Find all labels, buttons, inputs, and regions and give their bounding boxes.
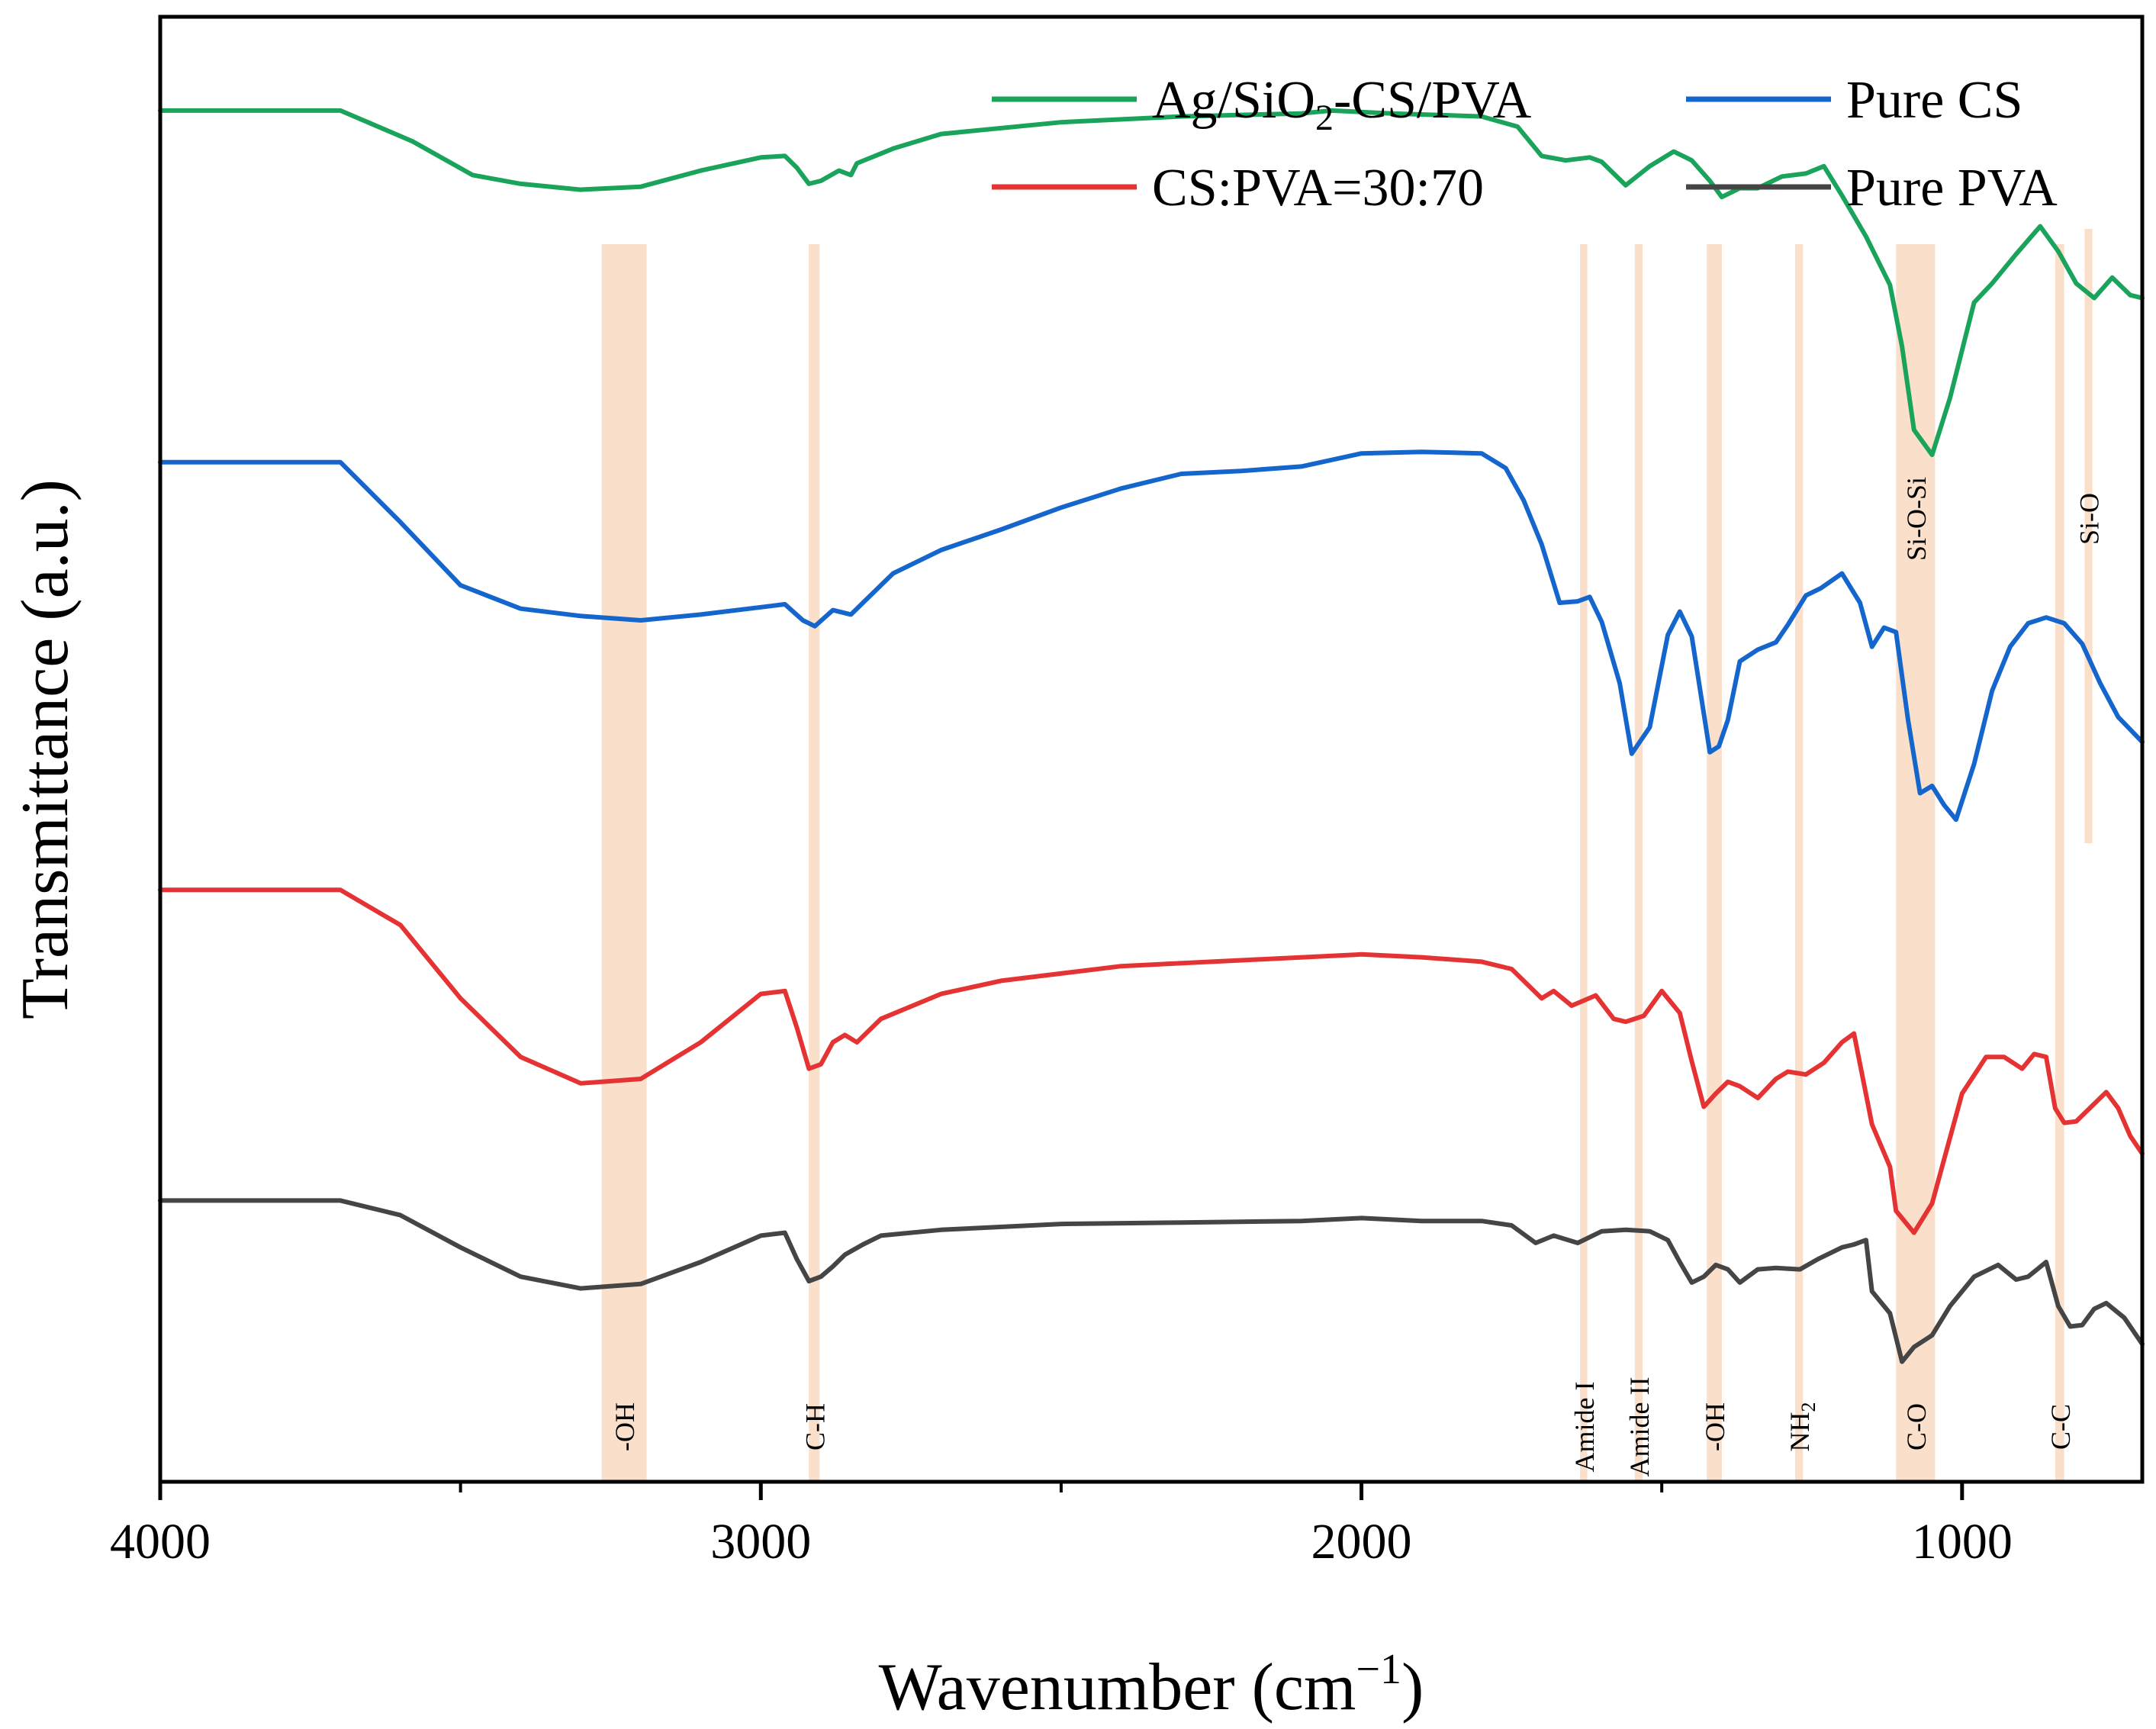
band-label-nh: NH2	[1784, 1402, 1820, 1452]
legend-item-cs-pva-30-70: CS:PVA=30:70	[992, 159, 1484, 217]
x-tick-label-3000: 3000	[710, 1514, 811, 1570]
band-c-h	[809, 244, 820, 1482]
band-label-c-c: C-C	[2045, 1404, 2076, 1450]
legend-label: Pure CS	[1846, 71, 2022, 130]
band-c-c	[2055, 244, 2064, 1482]
band-oh	[601, 244, 647, 1482]
band-label-si-o-si: Si-O-Si	[1901, 477, 1932, 561]
x-tick-label-2000: 2000	[1311, 1514, 1412, 1570]
band-amide-ii	[1634, 244, 1643, 1482]
legend-label: CS:PVA=30:70	[1152, 159, 1484, 217]
y-axis-title: Transmittance (a.u.)	[8, 479, 82, 1019]
series-line-cs-pva-30-70	[158, 887, 2145, 1235]
legend-label: Ag/SiO2-CS/PVA	[1152, 71, 1532, 138]
legend-item-pure-cs: Pure CS	[1686, 71, 2022, 130]
legend: Ag/SiO2-CS/PVA Pure CS CS:PVA=30:70 Pure PV…	[992, 71, 2058, 217]
band-label-si-o: Si-O	[2074, 493, 2105, 545]
band-label-c-o: C-O	[1901, 1403, 1932, 1450]
series-line-pure-pva	[158, 1198, 2145, 1364]
x-tick-label-4000: 4000	[110, 1514, 211, 1570]
series-line-ag-sio2-cs-pva	[158, 108, 2145, 458]
band-oh	[1707, 244, 1722, 1482]
band-label-amide-i: Amide I	[1569, 1382, 1600, 1473]
x-tick-label-1000: 1000	[1912, 1514, 2013, 1570]
legend-label: Pure PVA	[1846, 159, 2058, 217]
band-labels: -OH C-H Amide I Amide II -OH NH2 C-O Si-O-Si C-C…	[610, 477, 2104, 1477]
series-line-pure-cs	[158, 449, 2145, 823]
band-label-amide-ii: Amide II	[1624, 1377, 1655, 1477]
series-lines	[158, 108, 2145, 1364]
band-label-c-h: C-H	[800, 1403, 830, 1450]
legend-item-pure-pva: Pure PVA	[1686, 159, 2058, 217]
plot-frame	[158, 14, 2145, 1484]
band-nh	[1794, 244, 1804, 1482]
x-axis-title: Wavenumber (cm−1)	[879, 1646, 1424, 1724]
band-si-o	[2084, 229, 2093, 843]
x-axis-ticks: 4000 3000 2000 1000	[110, 1482, 2013, 1570]
highlight-bands	[601, 229, 2093, 1482]
legend-item-ag-sio2-cs-pva: Ag/SiO2-CS/PVA	[992, 71, 1532, 138]
band-amide-i	[1580, 244, 1588, 1482]
band-label-oh: -OH	[610, 1402, 640, 1451]
band-label-oh: -OH	[1700, 1402, 1730, 1451]
